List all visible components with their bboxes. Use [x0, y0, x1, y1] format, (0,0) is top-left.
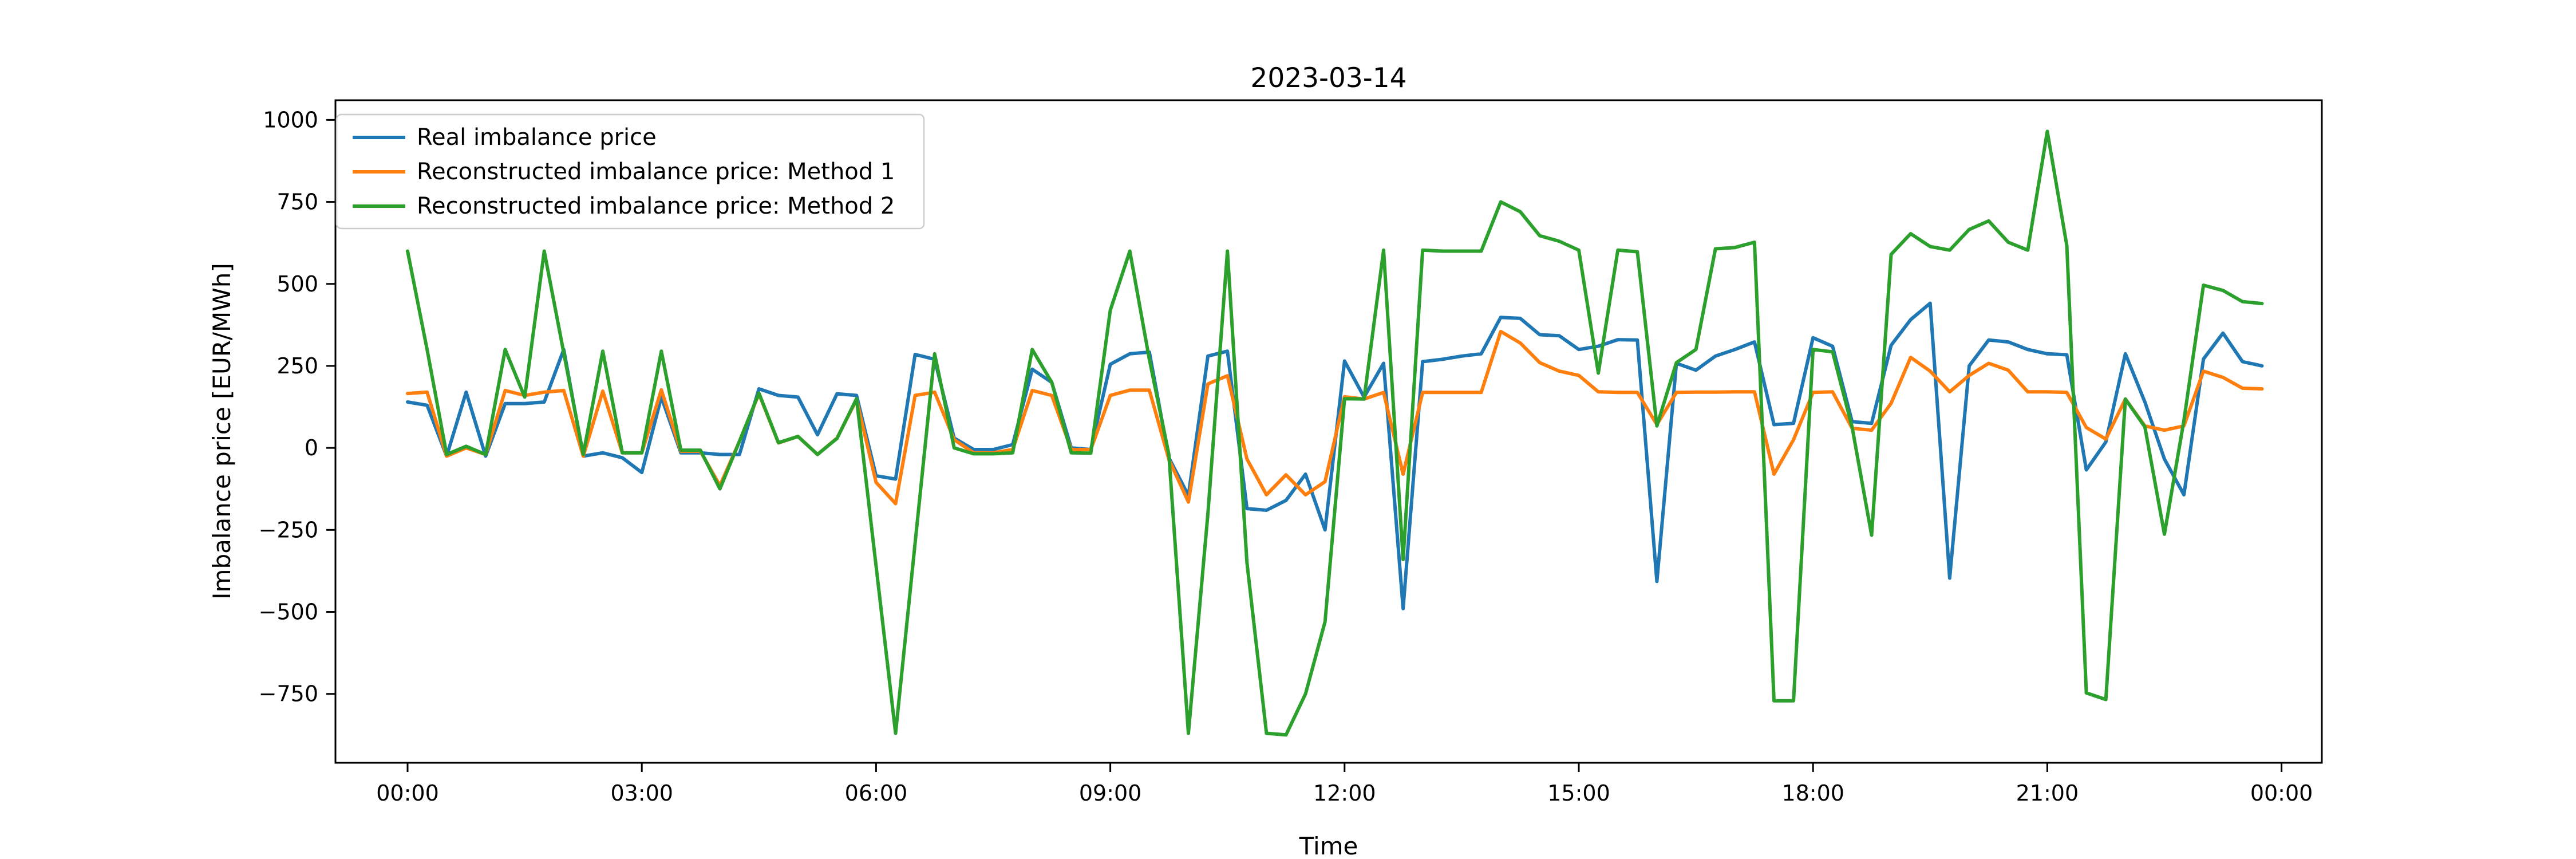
- legend-label-method2: Reconstructed imbalance price: Method 2: [417, 193, 895, 219]
- plot-area: 1000 750 500 250 0 −250 −500 −750 00:00 03:00 06:0…: [259, 99, 2323, 806]
- x-tick-label: 00:00: [376, 781, 439, 806]
- x-tick-label: 18:00: [1781, 781, 1844, 806]
- series-line-2-reconstructed-imbalance-price-method-2: [406, 129, 2264, 737]
- x-tick-label: 06:00: [845, 781, 908, 806]
- series-line-0-real-imbalance-price: [406, 301, 2264, 610]
- x-tick-label: 00:00: [2250, 781, 2313, 806]
- legend-box: [335, 113, 925, 230]
- y-axis-label: Imbalance price [EUR/MWh]: [208, 263, 236, 600]
- y-tick-label: 250: [276, 353, 318, 379]
- legend-entry-method2: Reconstructed imbalance price: Method 2: [353, 193, 895, 219]
- x-tick-label: 03:00: [610, 781, 673, 806]
- y-tick-label: 0: [305, 435, 318, 460]
- x-tick-label: 12:00: [1313, 781, 1376, 806]
- y-axis: 1000 750 500 250 0 −250 −500 −750: [259, 107, 335, 707]
- legend-entry-real: Real imbalance price: [353, 124, 657, 151]
- y-tick-label: 1000: [263, 107, 318, 132]
- y-tick-label: 500: [276, 271, 318, 297]
- y-tick-label: 750: [276, 190, 318, 215]
- legend-entry-method1: Reconstructed imbalance price: Method 1: [353, 159, 895, 185]
- x-tick-label: 15:00: [1547, 781, 1610, 806]
- legend-label-real: Real imbalance price: [417, 124, 657, 151]
- x-tick-label: 21:00: [2016, 781, 2079, 806]
- y-tick-label: −500: [259, 600, 318, 625]
- x-axis-label: Time: [1299, 832, 1358, 859]
- legend-label-method1: Reconstructed imbalance price: Method 1: [417, 159, 895, 185]
- y-tick-label: −750: [259, 681, 318, 707]
- legend: Real imbalance price Reconstructed imbal…: [335, 113, 925, 230]
- x-axis: 00:00 03:00 06:00 09:00 12:00 15:00 18:00 21:00…: [376, 763, 2313, 806]
- x-tick-label: 09:00: [1079, 781, 1142, 806]
- y-tick-label: −250: [259, 517, 318, 542]
- plot-border: [334, 99, 2323, 764]
- series-line-1-reconstructed-imbalance-price-method-1: [406, 329, 2264, 506]
- chart-title: 2023-03-14: [1250, 62, 1406, 94]
